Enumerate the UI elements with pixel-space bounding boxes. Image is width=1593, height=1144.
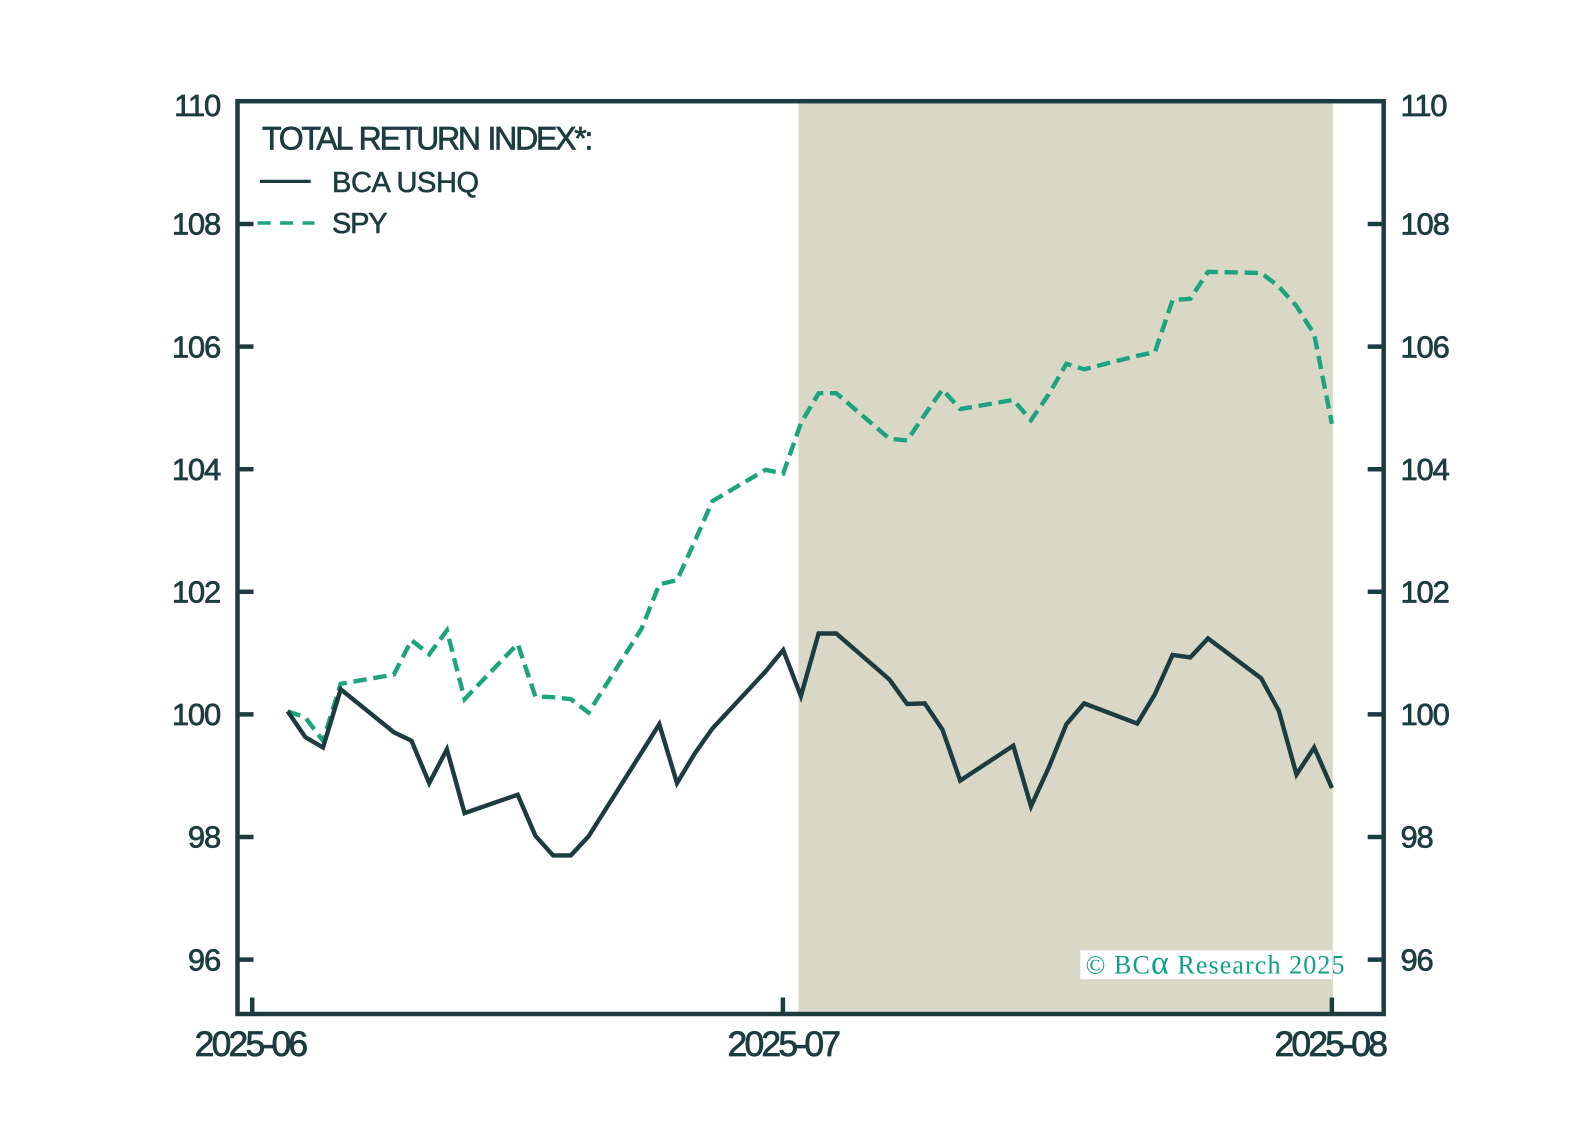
svg-text:2025-07: 2025-07 <box>728 1024 840 1064</box>
svg-text:98: 98 <box>188 820 220 855</box>
svg-text:104: 104 <box>172 452 221 487</box>
svg-text:104: 104 <box>1401 452 1450 487</box>
svg-text:108: 108 <box>172 207 220 242</box>
svg-text:96: 96 <box>1401 942 1433 977</box>
svg-text:2025-08: 2025-08 <box>1274 1024 1387 1064</box>
svg-text:TOTAL RETURN INDEX*:: TOTAL RETURN INDEX*: <box>262 121 591 157</box>
svg-text:102: 102 <box>1401 575 1449 610</box>
svg-text:SPY: SPY <box>332 208 387 240</box>
svg-text:110: 110 <box>174 88 221 123</box>
svg-text:96: 96 <box>188 942 220 977</box>
svg-text:108: 108 <box>1401 207 1449 242</box>
svg-text:110: 110 <box>1401 88 1448 123</box>
svg-text:102: 102 <box>172 575 220 610</box>
svg-text:100: 100 <box>172 697 221 732</box>
svg-text:106: 106 <box>172 329 220 364</box>
svg-text:© BCα Research 2025: © BCα Research 2025 <box>1086 945 1346 982</box>
svg-text:2025-06: 2025-06 <box>195 1024 308 1064</box>
svg-text:100: 100 <box>1401 697 1450 732</box>
svg-text:98: 98 <box>1401 820 1433 855</box>
svg-text:106: 106 <box>1401 329 1449 364</box>
svg-text:BCA USHQ: BCA USHQ <box>332 167 479 199</box>
